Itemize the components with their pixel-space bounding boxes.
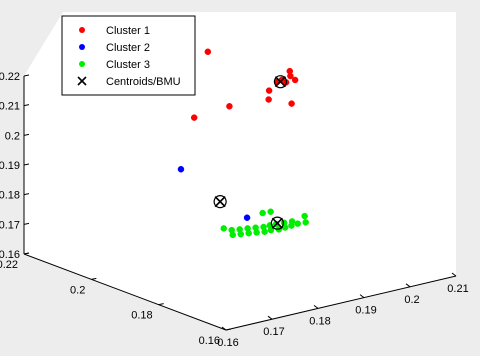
data-point-1: [204, 48, 212, 56]
data-point-2: [177, 165, 185, 173]
z-tick-mark: [23, 163, 30, 166]
data-point-3: [301, 212, 308, 220]
x-tick-label: 0.21: [447, 283, 468, 295]
data-point-2: [243, 214, 251, 221]
data-point-3: [259, 209, 266, 217]
legend-label: Cluster 2: [106, 42, 150, 54]
y-tick-mark: [91, 277, 97, 280]
z-tick-label: 0.18: [0, 190, 20, 202]
x-tick-mark: [359, 294, 365, 299]
y-tick-mark: [23, 252, 30, 255]
y-tick-label: 0.22: [0, 259, 18, 271]
z-tick-mark: [23, 222, 30, 225]
x-tick-label: 0.18: [309, 315, 330, 327]
centroid-marker: [213, 195, 227, 209]
z-tick-label: 0.19: [0, 160, 20, 172]
y-tick-mark: [158, 303, 164, 306]
centroid-marker: [270, 216, 284, 230]
z-tick-mark: [23, 193, 30, 196]
data-point-1: [291, 76, 299, 84]
data-point-3: [302, 219, 309, 226]
data-point-1: [265, 96, 272, 103]
data-point-3: [253, 229, 260, 236]
data-point-1: [226, 103, 233, 110]
x-tick-mark: [405, 283, 411, 288]
y-tick-mark: [225, 328, 232, 331]
z-tick-mark: [23, 74, 30, 77]
y-tick-label: 0.18: [131, 310, 152, 322]
x-tick-label: 0.17: [263, 326, 284, 338]
data-point-3: [237, 230, 244, 238]
data-point-1: [190, 114, 198, 121]
data-points: [177, 48, 309, 239]
x-tick-mark: [451, 272, 457, 277]
legend-item: Cluster 2: [79, 42, 150, 54]
x-tick-mark: [313, 304, 319, 309]
legend-label: Centroids/BMU: [106, 76, 181, 88]
data-point-3: [267, 226, 275, 234]
legend-label: Cluster 3: [106, 59, 150, 71]
data-point-3: [267, 208, 274, 215]
y-tick-label: 0.2: [70, 284, 85, 296]
axis-ticks: 0.160.170.180.190.20.210.220.160.180.20.…: [0, 71, 469, 349]
legend-marker: [79, 27, 85, 33]
legend-item: Cluster 1: [79, 25, 150, 37]
x-tick-mark: [267, 315, 273, 320]
data-point-3: [261, 228, 268, 236]
z-tick-label: 0.2: [5, 130, 20, 142]
data-point-3: [294, 220, 301, 227]
z-tick-label: 0.16: [0, 249, 20, 261]
data-point-3: [220, 225, 227, 232]
x-tick-label: 0.2: [404, 294, 419, 306]
data-point-1: [265, 87, 273, 94]
data-point-1: [286, 67, 294, 75]
data-point-1: [288, 100, 295, 107]
x-tick-mark: [221, 326, 227, 331]
data-point-3: [288, 222, 295, 229]
z-tick-mark: [23, 133, 30, 136]
data-point-3: [229, 231, 237, 239]
axis-line: [23, 253, 227, 331]
legend: Cluster 1 Cluster 2 Cluster 3 Centroids/BMU: [61, 15, 196, 96]
axis-line: [225, 275, 457, 331]
legend-item: Cluster 3: [79, 59, 150, 71]
y-tick-label: 0.16: [199, 335, 220, 347]
z-tick-mark: [23, 104, 30, 107]
z-tick-label: 0.22: [0, 71, 20, 83]
centroid-marker: [273, 75, 288, 89]
legend-marker: [79, 61, 85, 67]
x-tick-label: 0.19: [355, 305, 376, 317]
data-point-3: [245, 229, 252, 237]
z-tick-label: 0.21: [0, 101, 20, 113]
legend-marker: [79, 44, 85, 50]
x-tick-label: 0.16: [217, 337, 238, 349]
legend-label: Cluster 1: [106, 25, 150, 37]
legend-item: Centroids/BMU: [77, 76, 181, 88]
z-tick-label: 0.17: [0, 219, 20, 231]
